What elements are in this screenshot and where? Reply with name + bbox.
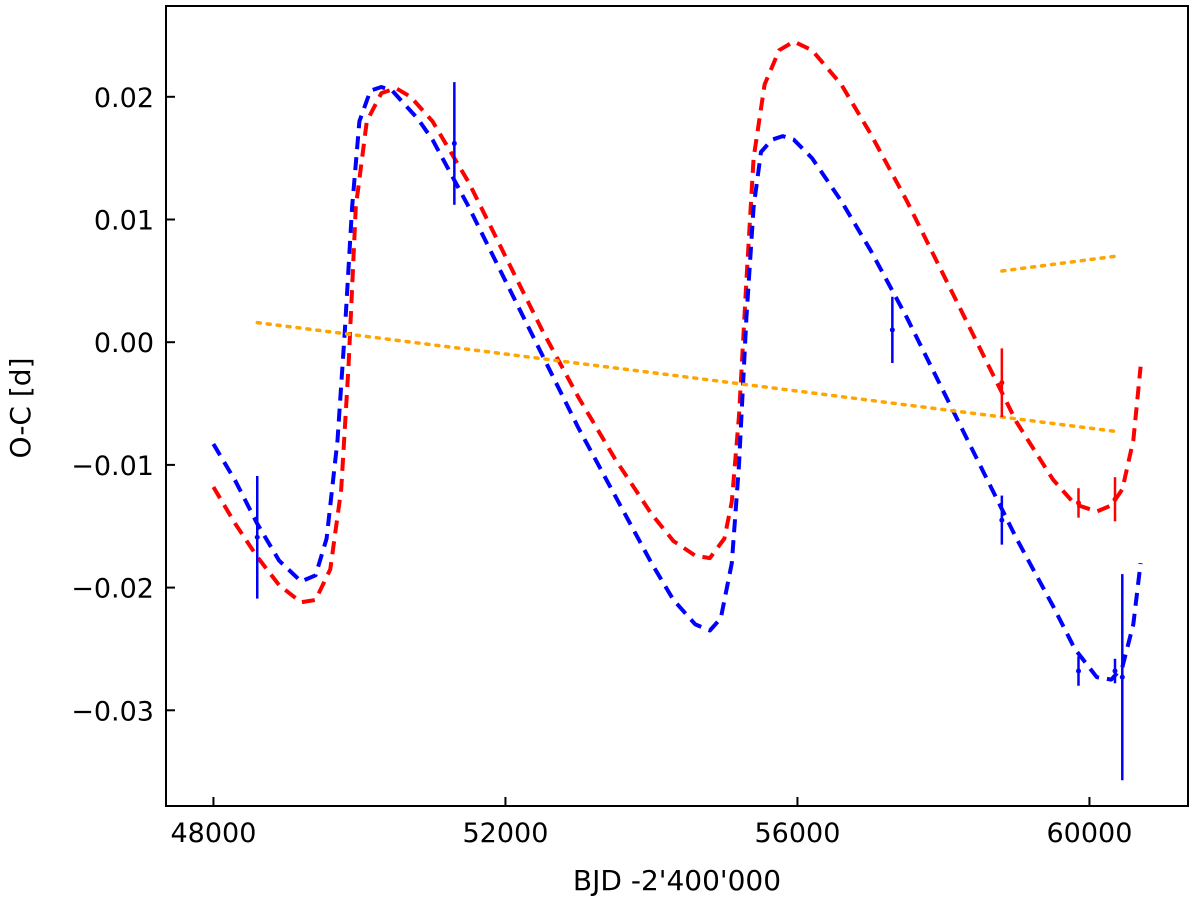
blue-dashed-model-curve xyxy=(211,85,1143,682)
data-point xyxy=(889,327,895,333)
y-tick-label: 0.02 xyxy=(94,83,154,114)
y-tick-label: −0.03 xyxy=(71,696,154,727)
data-point xyxy=(1076,668,1081,674)
y-tick-label: 0.01 xyxy=(94,205,154,236)
x-tick-label: 60000 xyxy=(1046,818,1132,849)
curves-layer xyxy=(211,39,1143,682)
y-tick-label: 0.00 xyxy=(94,328,154,359)
red-dashed-model-curve xyxy=(211,39,1143,605)
x-tick-label: 48000 xyxy=(170,818,256,849)
orange-dotted-trend-line xyxy=(1000,254,1117,273)
data-point xyxy=(999,380,1005,386)
x-axis: 48000 52000 56000 60000 xyxy=(170,797,1132,849)
x-axis-label: BJD -2'400'000 xyxy=(573,864,781,897)
plot-frame xyxy=(165,5,1189,807)
data-point xyxy=(1119,674,1125,680)
x-tick-label: 56000 xyxy=(754,818,840,849)
error-bars-layer xyxy=(254,82,1125,781)
data-point xyxy=(451,140,457,146)
orange-dotted-trend-line xyxy=(255,320,1121,434)
data-point xyxy=(999,517,1005,523)
data-point xyxy=(254,534,260,540)
data-point xyxy=(1076,500,1081,506)
data-point xyxy=(1112,496,1118,502)
data-point xyxy=(1112,668,1118,674)
y-tick-label: −0.02 xyxy=(71,574,154,605)
x-tick-label: 52000 xyxy=(462,818,548,849)
y-axis-label: O-C [d] xyxy=(4,358,37,459)
y-tick-label: −0.01 xyxy=(71,451,154,482)
y-axis: 0.02 0.01 0.00 −0.01 −0.02 −0.03 xyxy=(71,83,175,727)
